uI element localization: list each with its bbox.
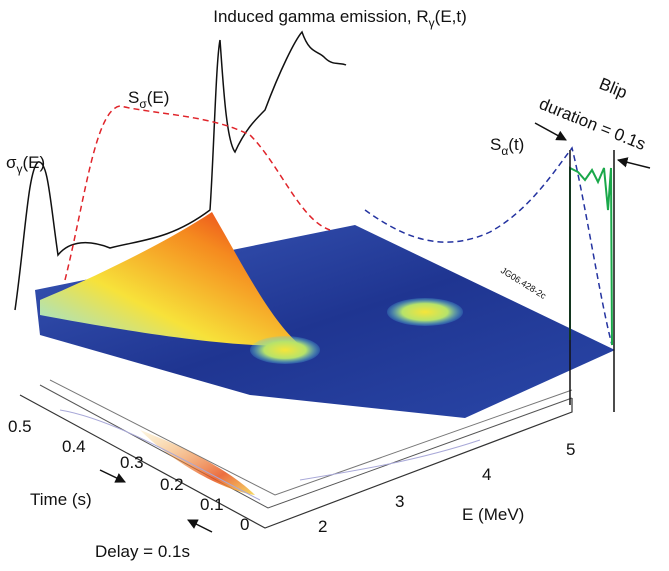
time-tick-label: 0.3 (120, 453, 144, 472)
time-tick-label: 0.4 (62, 437, 86, 456)
sigma-gamma-curve (14, 30, 347, 311)
time-tick-label: 0 (240, 515, 249, 534)
time-axis-label: Time (s) (30, 490, 92, 509)
blip-curve (569, 166, 613, 346)
arrow (187, 519, 213, 533)
figure-id: JG06.428-2c (499, 265, 548, 301)
s-sigma-label: Sσ(E) (128, 88, 169, 111)
sigma-gamma-label: σγ(E) (6, 153, 45, 176)
floor (19, 379, 573, 529)
arrow (99, 469, 126, 483)
blip-label: Blip (597, 74, 630, 102)
s-alpha-label: Sα(t) (490, 135, 524, 158)
energy-tick-label: 5 (566, 440, 575, 459)
arrow (616, 157, 651, 169)
energy-tick-label: 3 (395, 492, 404, 511)
title: Induced gamma emission, Rγ(E,t) (213, 7, 467, 30)
s-sigma-curve (64, 105, 331, 281)
blip-label: duration = 0.1s (537, 94, 649, 154)
arrow (534, 122, 567, 141)
energy-tick-label: 4 (482, 465, 491, 484)
time-tick-label: 0.1 (200, 495, 224, 514)
energy-axis-label: E (MeV) (462, 505, 524, 524)
surface (35, 212, 615, 418)
time-tick-label: 0.5 (8, 417, 32, 436)
s-alpha-curve (364, 146, 613, 346)
delay-label: Delay = 0.1s (95, 542, 190, 561)
energy-tick-label: 2 (318, 517, 327, 536)
time-tick-label: 0.2 (160, 475, 184, 494)
